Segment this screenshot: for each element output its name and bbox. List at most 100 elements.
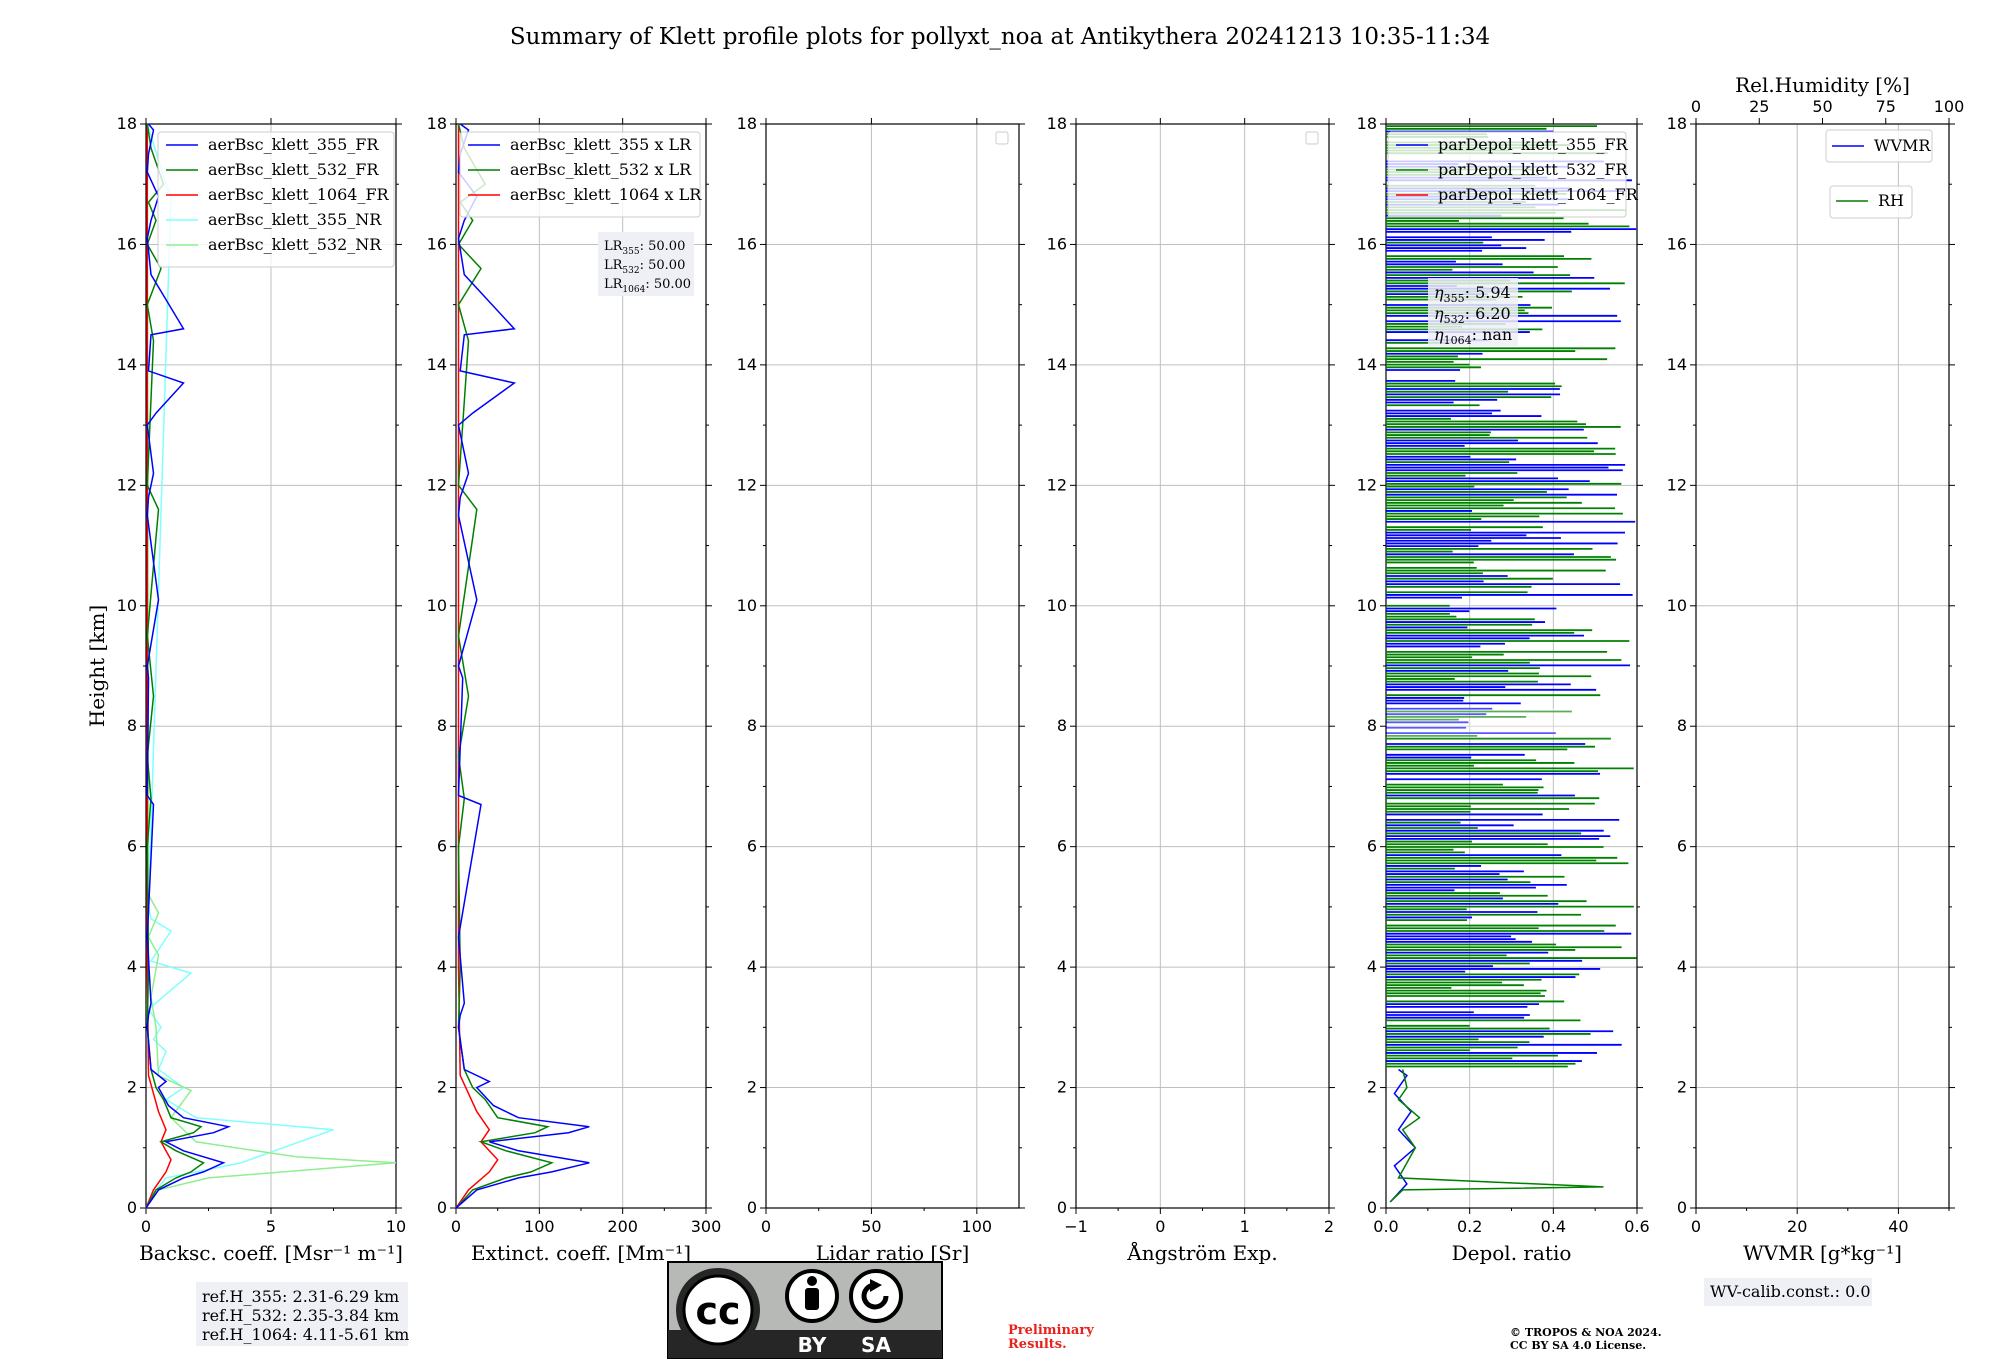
plot-frame — [1695, 123, 1950, 1209]
series-aerBsc_klett_355_NR — [145, 123, 334, 1209]
ytick-label: 18 — [1357, 114, 1377, 133]
lr-value: LR532: 50.00 — [604, 258, 685, 276]
ytick-label: 4 — [747, 957, 757, 976]
ytick-label: 4 — [1057, 957, 1067, 976]
ytick-label: 2 — [1057, 1078, 1067, 1097]
x-axis-label: Depol. ratio — [1452, 1241, 1572, 1265]
ytick-label: 16 — [117, 234, 137, 253]
ytick-label: 10 — [1357, 596, 1377, 615]
xtick-label: 200 — [607, 1217, 638, 1236]
annotation-box — [1428, 278, 1518, 346]
ytick-label: 2 — [747, 1078, 757, 1097]
legend-label: WVMR — [1874, 136, 1931, 155]
top-axis-label: Rel.Humidity [%] — [1735, 73, 1910, 97]
legend-label: parDepol_klett_1064_FR — [1438, 185, 1639, 204]
sa-arrow-head — [870, 1279, 882, 1292]
legend-label: aerBsc_klett_532_FR — [208, 160, 379, 179]
series-line — [145, 123, 205, 1209]
legend-empty-angstrom — [1305, 131, 1319, 145]
series-aerBsc_klett_355 x LR — [455, 123, 590, 1209]
ytick-label: 14 — [427, 355, 447, 374]
ytick-label: 6 — [1057, 837, 1067, 856]
xtick-label: 0.0 — [1373, 1217, 1398, 1236]
xtick-label: −1 — [1064, 1217, 1088, 1236]
ytick-label: 12 — [427, 475, 447, 494]
legend-bsc: aerBsc_klett_355_FR aerBsc_klett_532_FRae… — [157, 131, 395, 268]
ytick-label: 12 — [117, 475, 137, 494]
xtick-label: 20 — [1787, 1217, 1807, 1236]
xtick-label: 0.4 — [1541, 1217, 1566, 1236]
ytick-label: 0 — [1677, 1198, 1687, 1217]
xtick-label: 0 — [1155, 1217, 1165, 1236]
series-line — [455, 123, 555, 1209]
legend-depol: parDepol_klett_355_FR parDepol_klett_532_… — [1387, 131, 1639, 218]
annotation-box — [598, 232, 694, 296]
legend-label: aerBsc_klett_1064 x LR — [510, 185, 702, 204]
ytick-label: 14 — [1667, 355, 1687, 374]
x-axis-label: WVMR [g*kg⁻¹] — [1743, 1241, 1902, 1265]
top-tick-label: 75 — [1876, 97, 1896, 116]
top-tick-label: 0 — [1691, 97, 1701, 116]
xtick-label: 10 — [386, 1217, 406, 1236]
xtick-label: 0 — [761, 1217, 771, 1236]
by-text: BY — [798, 1333, 827, 1357]
series-aerBsc_klett_355_FR — [145, 123, 232, 1209]
xtick-label: 0.2 — [1457, 1217, 1482, 1236]
legend-label: aerBsc_klett_355 x LR — [510, 135, 692, 154]
ytick-label: 2 — [437, 1078, 447, 1097]
preliminary-label-2: Results. — [1008, 1337, 1067, 1352]
lr-value: LR1064: 50.00 — [604, 277, 691, 295]
ytick-label: 8 — [1677, 716, 1687, 735]
series-line — [1389, 1069, 1604, 1203]
ytick-label: 2 — [1367, 1078, 1377, 1097]
wv-calib-text: WV-calib.const.: 0.0 — [1710, 1282, 1871, 1301]
legend-label: aerBsc_klett_532_NR — [208, 235, 382, 254]
ytick-label: 16 — [1357, 234, 1377, 253]
series-line — [145, 123, 397, 1209]
x-axis-label: Backsc. coeff. [Msr⁻¹ m⁻¹] — [139, 1241, 403, 1265]
xtick-label: 0.6 — [1624, 1217, 1649, 1236]
annotation-box — [196, 1282, 408, 1346]
ytick-label: 14 — [117, 355, 137, 374]
sa-arrow — [861, 1282, 889, 1310]
top-tick-label: 100 — [1934, 97, 1965, 116]
legend-frame — [459, 131, 701, 218]
legend-empty-lr — [995, 131, 1009, 145]
legend-label-rh: RH — [1878, 191, 1904, 210]
top-tick-label: 50 — [1812, 97, 1832, 116]
sa-text: SA — [861, 1333, 891, 1357]
xtick-label: 100 — [962, 1217, 993, 1236]
cc-logo-text: cc — [695, 1289, 740, 1333]
preliminary-label: Preliminary — [1008, 1323, 1094, 1338]
ytick-label: 14 — [1357, 355, 1377, 374]
series-line — [455, 123, 590, 1209]
refh-value: ref.H_1064: 4.11-5.61 km — [202, 1325, 409, 1344]
refh-value: ref.H_532: 2.35-3.84 km — [202, 1306, 399, 1325]
series-line — [145, 123, 334, 1209]
xtick-label: 2 — [1324, 1217, 1334, 1236]
ytick-label: 4 — [1677, 957, 1687, 976]
ytick-label: 18 — [1667, 114, 1687, 133]
panel-wv: 0 2 4 6 8 10 12 14 16 18 0 20 40 WVMR [g*kg⁻¹] — [1667, 114, 1955, 1265]
ytick-label: 14 — [1047, 355, 1067, 374]
ytick-label: 8 — [127, 716, 137, 735]
ytick-label: 10 — [427, 596, 447, 615]
series-aerBsc_klett_1064 x LR — [455, 123, 499, 1209]
figure-title: Summary of Klett profile plots for polly… — [510, 24, 1490, 50]
series-line — [1389, 1068, 1417, 1203]
ytick-label: 8 — [1367, 716, 1377, 735]
depol-gap — [1387, 708, 1636, 739]
annotation-box — [1704, 1278, 1872, 1306]
panel-dep: 0 2 4 6 8 10 12 14 16 18 0.0 0.2 0.4 0.6 Depol. ratio — [1357, 114, 1650, 1265]
ytick-label: 14 — [737, 355, 757, 374]
ytick-label: 18 — [737, 114, 757, 133]
xtick-label: 50 — [861, 1217, 881, 1236]
eta-value: η355: 5.94 — [1434, 283, 1511, 305]
ytick-label: 10 — [1047, 596, 1067, 615]
series-line — [145, 123, 232, 1209]
